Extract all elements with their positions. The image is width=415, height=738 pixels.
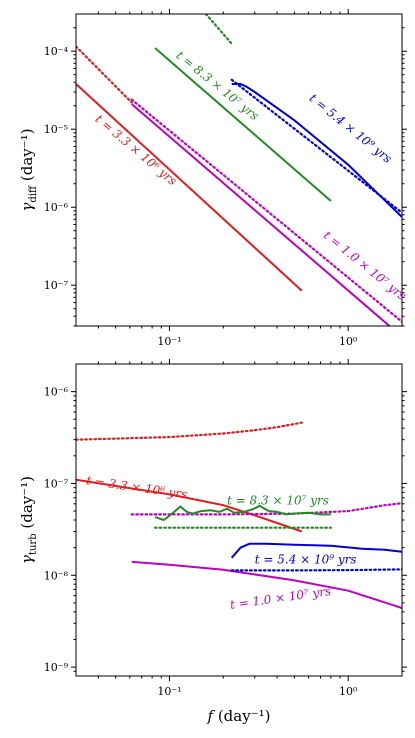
series-group	[76, 421, 402, 609]
series-line-5	[204, 14, 233, 45]
annotation-label: t = 3.3 × 10⁶ yrs	[92, 112, 179, 188]
y-axis-label: γdiff (day⁻¹)	[18, 128, 39, 211]
series-line-3	[130, 98, 402, 323]
top-panel: 10⁻¹ 10⁰ 10⁻⁷ 10⁻⁶ 10⁻⁵ 10⁻⁴ t = 3.3 × 10⁶ yrs…	[18, 9, 409, 348]
bottom-panel: 10⁻¹ 10⁰ 10⁻⁹ 10⁻⁸ 10⁻⁷ 10⁻⁶ t = 3.3 × 10⁶ yrs…	[18, 359, 407, 725]
annotation-label: t = 3.3 × 10⁶ yrs	[85, 473, 188, 501]
x-tick-label: 10⁻¹	[157, 685, 181, 698]
series-line-3	[130, 502, 402, 516]
series-line-0	[76, 478, 303, 533]
series-line-6	[231, 83, 402, 218]
plot-frame	[75, 363, 403, 677]
annotation-label: t = 5.4 × 10⁹ yrs	[255, 552, 357, 566]
annotation-label: t = 1.0 × 10⁷ yrs	[229, 584, 332, 612]
y-axis-label: γturb (day⁻¹)	[18, 476, 39, 564]
y-tick-label: 10⁻⁴	[44, 45, 69, 58]
series-line-7	[230, 568, 402, 572]
series-line-1	[76, 45, 133, 104]
series-line-4	[154, 504, 331, 522]
series-group	[76, 14, 402, 326]
x-tick-label: 10⁰	[339, 685, 358, 698]
x-axis-label: f (day⁻¹)	[207, 707, 271, 725]
y-tick-label: 10⁻⁶	[44, 386, 69, 399]
series-line-2	[131, 103, 391, 326]
series-line-6	[230, 542, 402, 559]
y-tick-label: 10⁻⁷	[44, 279, 69, 292]
y-tick-label: 10⁻⁶	[44, 201, 69, 214]
y-tick-label: 10⁻⁷	[44, 477, 69, 490]
series-line-2	[131, 560, 402, 609]
x-tick-label: 10⁰	[339, 335, 358, 348]
series-line-4	[154, 47, 332, 202]
series-line-0	[76, 83, 303, 292]
y-tick-label: 10⁻⁵	[44, 123, 68, 136]
annotation-label: t = 8.3 × 10⁷ yrs	[174, 48, 262, 123]
y-tick-label: 10⁻⁹	[44, 661, 69, 674]
series-line-7	[230, 78, 402, 214]
y-tick-label: 10⁻⁸	[44, 569, 69, 582]
x-tick-label: 10⁻¹	[157, 335, 181, 348]
series-line-1	[76, 421, 303, 441]
annotation-label: t = 5.4 × 10⁹ yrs	[307, 91, 395, 166]
annotation-label: t = 8.3 × 10⁷ yrs	[227, 494, 329, 508]
